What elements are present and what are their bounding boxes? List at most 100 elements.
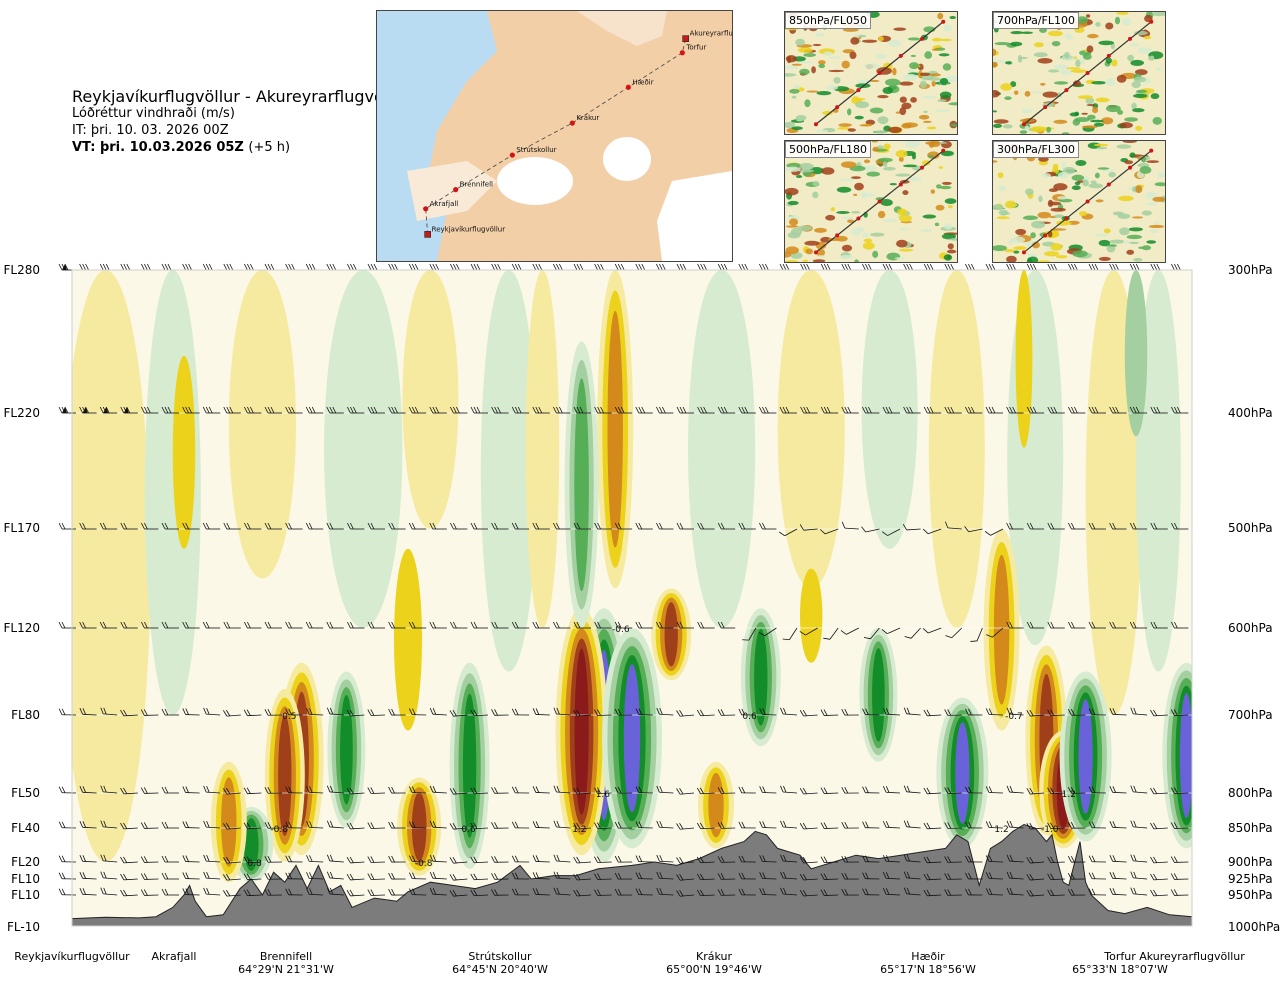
title-block: Reykjavíkurflugvöllur - Akureyrarflugvöl… <box>72 88 409 156</box>
wind-barb <box>862 708 880 716</box>
field-cell <box>458 683 481 849</box>
wind-barb <box>1109 821 1127 829</box>
wind-barb <box>511 263 530 271</box>
wind-barb <box>553 854 571 863</box>
wind-barb <box>244 263 262 271</box>
wind-barb <box>1150 406 1168 414</box>
wind-barb <box>120 263 138 271</box>
wind-barb <box>223 787 241 795</box>
level-map-500: 500hPa/FL180 <box>784 140 958 263</box>
wind-barb <box>656 785 674 794</box>
wind-barb <box>285 406 303 414</box>
wind-barb <box>203 871 221 880</box>
wind-barb <box>285 855 303 863</box>
wind-barb <box>388 522 406 530</box>
wind-barb <box>1047 787 1065 795</box>
wind-barb <box>244 406 262 414</box>
wind-barb <box>573 856 592 864</box>
wind-barb <box>58 263 76 271</box>
valid-time-line: VT: þri. 10.03.2026 05Z (+5 h) <box>72 139 409 156</box>
wind-barb <box>141 522 159 530</box>
wind-barb <box>614 263 633 271</box>
wind-barb <box>573 709 592 717</box>
wind-barb <box>862 821 880 829</box>
wind-barb <box>58 872 77 880</box>
wind-barb <box>202 263 221 271</box>
field-band <box>525 270 560 628</box>
wind-barb <box>985 855 1004 863</box>
field-cell <box>596 649 612 821</box>
field-band <box>578 436 596 589</box>
wind-barb <box>882 406 900 414</box>
wind-barb <box>904 627 921 639</box>
wind-barb <box>367 856 386 863</box>
wind-barb <box>243 709 262 717</box>
map-place-label: Brennifell <box>460 181 493 189</box>
wind-barb <box>614 786 633 794</box>
field-cell <box>1073 692 1098 821</box>
wind-barb <box>882 263 900 271</box>
wind-barb <box>799 873 818 881</box>
wind-barb <box>676 874 695 881</box>
field-cell <box>279 662 324 856</box>
wind-barb <box>573 787 592 795</box>
wind-barb <box>223 873 241 881</box>
wind-barb <box>264 709 283 716</box>
level-map-700-label: 700hPa/FL100 <box>993 12 1080 29</box>
wind-barb <box>449 873 468 881</box>
field-cell <box>229 807 274 883</box>
field-band <box>228 270 296 579</box>
wind-barb <box>1006 854 1024 863</box>
map-place-label: Akureyrarflugvöllur <box>690 30 732 38</box>
field-cell <box>941 703 984 843</box>
wind-barb <box>161 855 179 863</box>
wind-barb <box>388 621 406 629</box>
wind-barb <box>944 787 962 794</box>
wind-barb <box>202 621 221 629</box>
wind-barb <box>346 822 365 830</box>
wind-barb <box>1130 887 1148 896</box>
map-airport-marker <box>682 35 689 42</box>
wind-barb <box>388 708 406 716</box>
wind-barb <box>738 263 756 271</box>
wind-barb <box>922 528 942 535</box>
wind-barb <box>1109 855 1127 863</box>
wind-barb <box>161 786 179 794</box>
wind-barb <box>120 621 138 629</box>
wind-barb <box>532 888 550 896</box>
wind-barb <box>903 887 921 896</box>
wind-barb <box>285 522 303 530</box>
field-cell <box>1043 735 1083 844</box>
wind-barb <box>243 889 262 897</box>
wind-barb <box>1047 822 1065 830</box>
wind-barb <box>305 621 324 629</box>
wind-barb <box>182 872 200 880</box>
wind-barb <box>244 621 262 629</box>
wind-barb <box>697 263 715 271</box>
wind-barb <box>717 263 736 271</box>
wind-barb <box>635 621 653 629</box>
fl-label-600: FL120 <box>3 621 41 635</box>
wind-barb <box>306 708 324 716</box>
wind-barb <box>120 889 138 897</box>
wind-barb <box>635 872 653 880</box>
wind-barb <box>100 854 118 863</box>
wind-barb <box>573 873 592 881</box>
wind-barb <box>470 522 488 530</box>
wind-barb <box>1047 621 1065 629</box>
wind-barb <box>696 873 715 881</box>
wind-barb <box>409 708 427 716</box>
wind-barb <box>985 786 1004 794</box>
field-cell <box>1064 678 1107 835</box>
wind-barb <box>305 263 324 271</box>
wind-barb <box>881 627 901 635</box>
wind-barb <box>759 522 777 530</box>
wind-barb <box>759 263 777 271</box>
field-band <box>144 270 201 715</box>
wind-barb <box>1088 708 1107 716</box>
wind-barb <box>140 787 159 794</box>
wind-barb <box>820 406 839 414</box>
wind-barb <box>326 522 344 530</box>
wind-barb <box>553 406 571 414</box>
location-reykjavik: Reykjavíkurflugvöllur <box>14 950 130 963</box>
